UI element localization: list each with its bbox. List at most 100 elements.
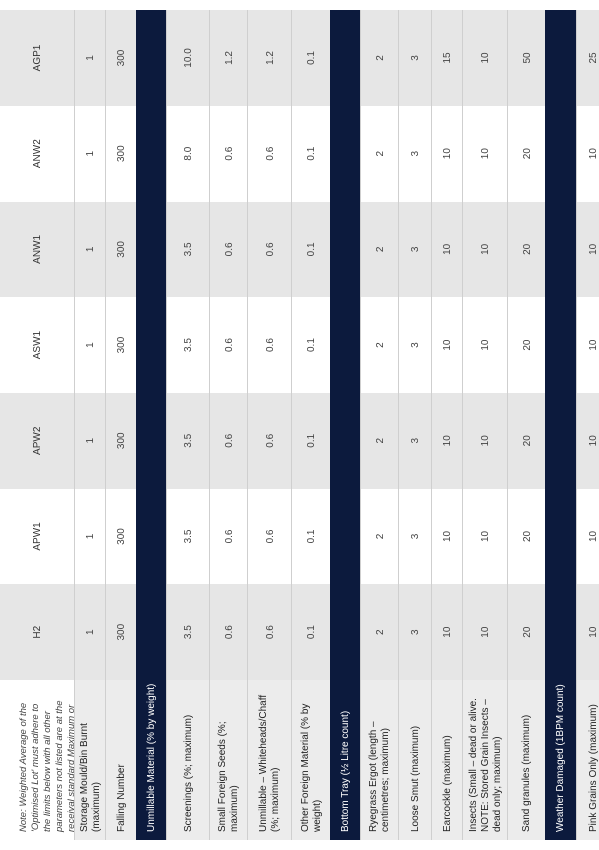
column-header-apw1: APW1 (31, 522, 43, 551)
table-cell: 10 (480, 530, 491, 543)
table-cell: 20 (521, 530, 533, 543)
table-cell: 1 (75, 584, 106, 680)
table-row: Sand granules (maximum) 20 20 20 20 20 20 50 (507, 10, 546, 840)
column-header-h2: H2 (0, 584, 74, 680)
table-cell: 10 (577, 392, 599, 489)
table-cell: 3 (399, 10, 432, 106)
column-header-row: H2 APW1 APW2 ASW1 ANW1 ANW2 AGP1 (0, 10, 74, 680)
table-cell: 3 (410, 533, 421, 540)
table-cell: 300 (116, 528, 127, 545)
table-cell: 0.6 (248, 201, 292, 298)
table-cell: 10 (442, 530, 453, 543)
table-cell: 10 (432, 392, 463, 489)
table-cell: 0.6 (223, 338, 235, 353)
table-cell: 3.5 (183, 529, 194, 544)
table-cell: 300 (106, 392, 137, 489)
table-cell: 2 (374, 342, 386, 348)
table-cell: 10 (432, 584, 463, 680)
table-cell: 10 (463, 392, 508, 489)
table-cell: 3.5 (167, 392, 210, 489)
table-cell: 0.6 (223, 146, 235, 161)
table-cell: 1 (75, 392, 106, 489)
table-row: Small Foreign Seeds (%; maximum) 0.6 0.6 0.… (209, 10, 248, 840)
table-row: Screenings (%; maximum) 3.5 3.5 3.5 3.5 3.5 8.… (166, 10, 210, 840)
table-cell: 10 (432, 201, 463, 298)
table-cell: 3.5 (167, 584, 210, 680)
row-label: Pink Grains Only (maximum) (577, 680, 599, 840)
table-cell: 3 (399, 201, 432, 298)
table-cell: 10.0 (167, 10, 210, 106)
table-cell: 10 (588, 148, 599, 160)
table-cell: 1 (75, 10, 106, 106)
table-cell: 0.6 (210, 392, 248, 489)
table-row: Pink Grains Only (maximum) 10 10 10 10 10 10 25 (576, 10, 599, 840)
table-cell: 1 (85, 533, 96, 540)
row-label: Screenings (%; maximum) (167, 680, 210, 840)
table-cell: 3 (410, 342, 421, 348)
table-cell: 10 (463, 201, 508, 298)
table-cell: 20 (508, 584, 546, 680)
table-cell: 2 (361, 584, 399, 680)
table-cell: 10 (480, 148, 491, 160)
table-cell: 0.1 (306, 146, 317, 161)
table-cell: 2 (361, 392, 399, 489)
row-label: Other Foreign Material (% by weight) (292, 680, 331, 840)
table-cell: 3 (410, 150, 421, 157)
table-cell: 0.6 (264, 529, 276, 544)
table-cell: 300 (106, 10, 137, 106)
row-label: Insects (Small – dead or alive. NOTE: St… (463, 680, 508, 840)
column-header-asw1: ASW1 (31, 330, 43, 360)
table-cell: 300 (106, 584, 137, 680)
table-cell: 10 (588, 339, 599, 351)
row-label: Falling Number (106, 680, 137, 840)
table-cell: 20 (508, 201, 546, 298)
table-cell: 2 (361, 10, 399, 106)
table-cell: 0.6 (248, 392, 292, 489)
row-label: Storage Mould/Bin Burnt (maximum) (75, 680, 106, 840)
column-header-anw1: ANW1 (0, 201, 74, 298)
table-cell: 2 (361, 201, 399, 298)
table-cell: 0.1 (292, 201, 331, 298)
table-cell: 1 (85, 342, 96, 348)
table-cell: 1 (75, 201, 106, 298)
table-cell: 3.5 (183, 338, 194, 353)
row-label: Unmillable – Whiteheads/Chaff (%; maximu… (248, 680, 292, 840)
table-cell: 10 (463, 10, 508, 106)
row-label: Sand granules (maximum) (508, 680, 546, 840)
table-cell: 0.1 (292, 392, 331, 489)
table-cell: 10 (577, 584, 599, 680)
table-row: Insects (Small – dead or alive. NOTE: St… (462, 10, 508, 840)
table-cell: 300 (116, 336, 127, 354)
section-header: Bottom Tray (½ Litre count) (330, 10, 360, 840)
table-row: Other Foreign Material (% by weight) 0.1 0… (291, 10, 331, 840)
row-label: Small Foreign Seeds (%; maximum) (210, 680, 248, 840)
table-cell: 0.6 (264, 146, 276, 161)
table-cell: 0.6 (264, 338, 276, 353)
table-cell: 50 (508, 10, 546, 106)
column-header-apw2: APW2 (0, 392, 74, 489)
table-cell: 15 (432, 10, 463, 106)
table-cell: 3 (399, 392, 432, 489)
table-cell: 20 (521, 339, 533, 351)
table-cell: 2 (374, 150, 386, 157)
section-header: Weather Damaged (1BPM count) (545, 10, 576, 840)
table-row: Loose Smut (maximum) 3 3 3 3 3 3 3 (398, 10, 432, 840)
table-cell: 0.1 (292, 584, 331, 680)
table-cell: 0.1 (306, 529, 317, 544)
row-label: Earcockle (maximum) (432, 680, 463, 840)
table-cell: 1.2 (210, 10, 248, 106)
table-cell: 0.6 (210, 201, 248, 298)
table-row: Storage Mould/Bin Burnt (maximum) 1 1 1 1 1 1 1 (74, 10, 106, 840)
table-cell: 0.1 (306, 338, 317, 353)
table-cell: 10 (588, 530, 599, 543)
table-cell: 2 (374, 533, 386, 540)
table-cell: 10 (442, 148, 453, 160)
table-cell: 10 (480, 339, 491, 351)
table-cell: 10 (463, 584, 508, 680)
table-cell: 300 (116, 145, 127, 162)
table-cell: 20 (508, 392, 546, 489)
table-cell: 1 (85, 150, 96, 157)
table-cell: 10 (442, 339, 453, 351)
table-cell: 10 (577, 201, 599, 298)
section-header: Unmillable Material (% by weight) (136, 10, 166, 840)
